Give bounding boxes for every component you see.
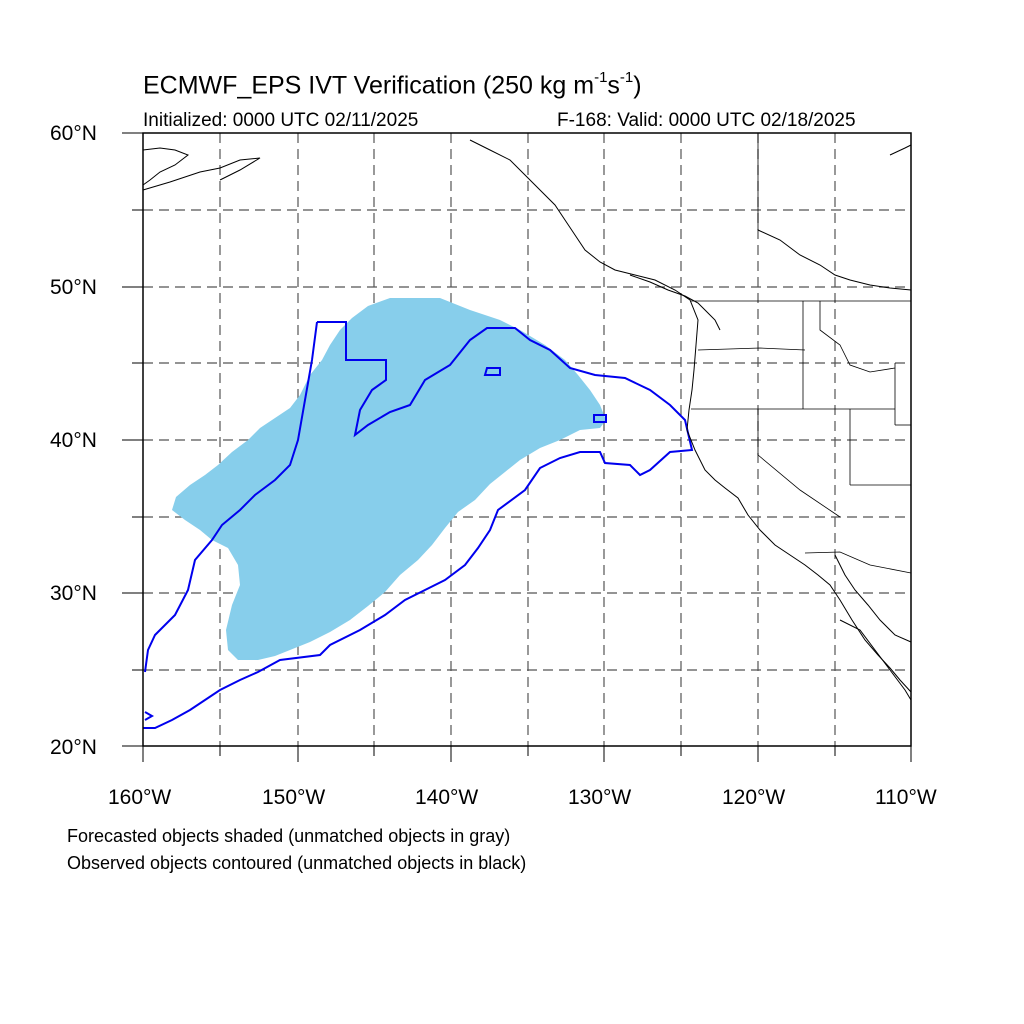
gulf-coast [839, 619, 912, 701]
observed-contour-small [483, 367, 501, 376]
baja-coast [834, 554, 912, 643]
coastlines [142, 139, 912, 701]
chart-title: ECMWF_EPS IVT Verification (250 kg m-1s-… [143, 69, 642, 100]
lat-label-40: 40°N [50, 429, 97, 452]
observed-contour-tiny [144, 711, 155, 721]
canada-coast-east [757, 229, 912, 291]
lat-label-20: 20°N [50, 736, 97, 759]
vancouver-island [629, 274, 721, 331]
valid-label: F-168: Valid: 0000 UTC 02/18/2025 [557, 110, 856, 131]
forecast-object-shaded [172, 298, 606, 660]
initialized-label: Initialized: 0000 UTC 02/11/2025 [143, 110, 419, 131]
observed-contour-west [144, 321, 318, 673]
title-sup1: -1 [594, 69, 608, 86]
lon-label-120w: 120°W [722, 786, 786, 809]
alaska-coast-2 [142, 157, 261, 191]
lat-label-50: 50°N [50, 276, 97, 299]
title-end: ) [633, 71, 642, 100]
observed-contour-north [143, 321, 694, 729]
lat-label-30: 30°N [50, 582, 97, 605]
title-mid: s [607, 71, 620, 100]
observed-contour-small2 [593, 414, 607, 423]
observed-contours [143, 321, 694, 729]
title-main: ECMWF_EPS IVT Verification (250 kg m [143, 71, 595, 100]
lon-label-150w: 150°W [262, 786, 326, 809]
tick-marks [122, 132, 912, 762]
alaska-coast [142, 147, 190, 186]
lon-label-140w: 140°W [415, 786, 479, 809]
panhandle-coast [469, 139, 912, 693]
political-borders [691, 133, 912, 574]
top-right-coast [889, 144, 912, 156]
lon-label-160w: 160°W [108, 786, 172, 809]
legend-forecast-note: Forecasted objects shaded (unmatched obj… [67, 826, 511, 846]
lon-label-110w: 110°W [875, 786, 937, 809]
lat-label-60: 60°N [50, 122, 97, 145]
legend-observed-note: Observed objects contoured (unmatched ob… [67, 853, 527, 873]
lon-label-130w: 130°W [568, 786, 632, 809]
title-sup2: -1 [619, 69, 634, 86]
